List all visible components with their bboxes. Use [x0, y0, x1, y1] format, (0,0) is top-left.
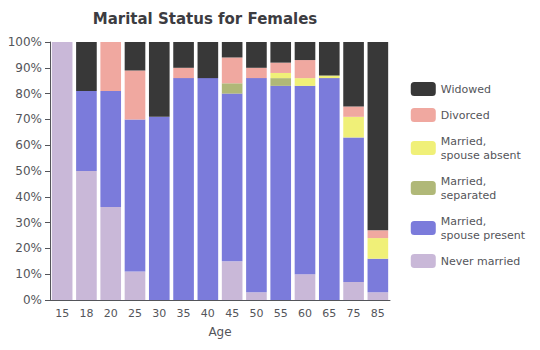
svg-text:85: 85	[371, 307, 385, 320]
svg-text:45: 45	[225, 307, 239, 320]
svg-text:spouse absent: spouse absent	[441, 149, 522, 162]
svg-text:Married,: Married,	[441, 135, 486, 148]
svg-text:20%: 20%	[15, 241, 42, 255]
svg-text:55: 55	[274, 307, 288, 320]
svg-text:Never married: Never married	[441, 255, 520, 268]
svg-text:Divorced: Divorced	[441, 109, 490, 122]
svg-text:50%: 50%	[15, 164, 42, 178]
svg-text:60: 60	[298, 307, 312, 320]
svg-text:Widowed: Widowed	[441, 83, 491, 96]
svg-text:Age: Age	[208, 325, 231, 339]
svg-text:Married,: Married,	[441, 175, 486, 188]
svg-text:30%: 30%	[15, 216, 42, 230]
svg-text:10%: 10%	[15, 267, 42, 281]
svg-text:spouse present: spouse present	[441, 229, 526, 242]
svg-text:50: 50	[249, 307, 263, 320]
svg-text:Marital Status for Females: Marital Status for Females	[93, 10, 318, 28]
svg-text:90%: 90%	[15, 61, 42, 75]
svg-text:75: 75	[347, 307, 361, 320]
svg-text:30: 30	[152, 307, 166, 320]
svg-text:separated: separated	[441, 189, 497, 202]
svg-text:100%: 100%	[8, 35, 42, 49]
svg-text:20: 20	[104, 307, 118, 320]
svg-text:0%: 0%	[23, 293, 42, 307]
svg-text:25: 25	[128, 307, 142, 320]
svg-text:Married,: Married,	[441, 215, 486, 228]
svg-text:70%: 70%	[15, 112, 42, 126]
svg-text:65: 65	[322, 307, 336, 320]
svg-text:35: 35	[177, 307, 191, 320]
svg-text:15: 15	[55, 307, 69, 320]
svg-text:40: 40	[201, 307, 215, 320]
svg-text:40%: 40%	[15, 190, 42, 204]
svg-text:80%: 80%	[15, 87, 42, 101]
svg-text:60%: 60%	[15, 138, 42, 152]
svg-text:18: 18	[79, 307, 93, 320]
